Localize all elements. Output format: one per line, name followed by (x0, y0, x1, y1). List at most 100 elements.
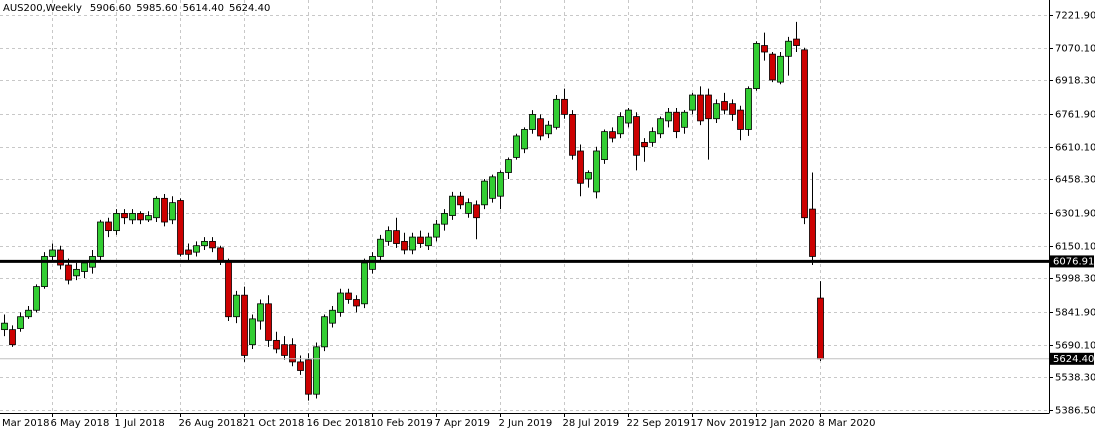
axes: 5386.50 5538.30 5690.10 5841.90 5998.30 6150.… (2, 11, 1095, 430)
candle-body (49, 249, 56, 257)
candle-body (9, 329, 16, 346)
candle-body (33, 286, 40, 311)
y-tick-label: 5386.50 (1055, 406, 1095, 417)
candle-body (233, 294, 240, 318)
candle-body (489, 176, 496, 199)
candle-body (377, 238, 384, 257)
candle-body (425, 236, 432, 247)
candle-body (25, 309, 32, 318)
candle-body (577, 150, 584, 184)
candle-body (681, 111, 688, 128)
candle-body (785, 40, 792, 57)
x-tick-label: 7 Apr 2019 (435, 418, 490, 429)
candle-body (793, 38, 800, 46)
candle-body (745, 88, 752, 130)
candle-body (273, 339, 280, 350)
y-tick-label: 6150.10 (1055, 242, 1095, 253)
candle-body (769, 53, 776, 81)
candle-body (585, 172, 592, 180)
candle-body (673, 111, 680, 133)
y-tick-label: 7070.10 (1055, 44, 1095, 55)
candle-body (129, 213, 136, 221)
candle-body (417, 236, 424, 244)
candle-body (809, 208, 816, 257)
candle-body (81, 262, 88, 272)
candle-body (153, 197, 160, 219)
candle-body (737, 109, 744, 130)
candle-body (401, 240, 408, 251)
candle-body (337, 292, 344, 313)
candle-body (713, 103, 720, 120)
candle-body (249, 318, 256, 346)
candle-body (201, 240, 208, 247)
candle-body (289, 344, 296, 363)
x-tick-label: 16 Dec 2018 (307, 418, 371, 429)
candle-body (505, 159, 512, 173)
candle-body (121, 213, 128, 219)
candle-body (521, 129, 528, 150)
x-tick-label: 12 Jan 2020 (755, 418, 815, 429)
candle-body (193, 245, 200, 253)
candle-body (161, 197, 168, 223)
candle-body (393, 230, 400, 244)
candle-body (1, 322, 8, 331)
x-tick-label: 21 Oct 2018 (243, 418, 305, 429)
candle-body (801, 49, 808, 219)
candle-body (569, 114, 576, 156)
candle-body (657, 118, 664, 135)
y-tick-label: 6458.30 (1055, 175, 1095, 186)
candle-body (497, 172, 504, 197)
candle-body (817, 297, 824, 360)
candle-body (97, 221, 104, 257)
info-value: 5624.40 (229, 3, 270, 14)
price-label: 5624.40 (1053, 354, 1094, 365)
candle-body (721, 101, 728, 111)
candle-body (617, 116, 624, 135)
candle-body (481, 180, 488, 206)
candle-body (609, 131, 616, 139)
x-tick-label: 1 Jul 2018 (115, 418, 165, 429)
y-tick-label: 5690.10 (1055, 341, 1095, 352)
candle-body (665, 111, 672, 122)
candle-body (553, 98, 560, 128)
y-tick-label: 7221.90 (1055, 11, 1095, 22)
candle-body (105, 221, 112, 232)
candle-body (73, 268, 80, 277)
candle-body (185, 249, 192, 255)
candle-body (729, 103, 736, 115)
candle-body (217, 247, 224, 262)
candle-body (649, 131, 656, 143)
candle-body (625, 109, 632, 124)
candle-body (633, 116, 640, 156)
candle-body (753, 42, 760, 89)
x-tick-label: 28 Jul 2019 (563, 418, 620, 429)
candle-body (465, 202, 472, 214)
x-tick-label: Mar 2018 (2, 418, 50, 429)
candle-body (537, 118, 544, 137)
candle-body (313, 346, 320, 395)
candle-body (297, 361, 304, 371)
candle-body (209, 240, 216, 249)
candle-body (777, 55, 784, 83)
x-tick-label: 6 May 2018 (51, 418, 110, 429)
y-tick-label: 6610.10 (1055, 143, 1095, 154)
y-tick-label: 5841.90 (1055, 308, 1095, 319)
x-tick-label: 2 Jun 2019 (499, 418, 553, 429)
candle-body (601, 131, 608, 161)
level-label-box (1050, 255, 1094, 268)
price-label-box (1050, 352, 1094, 365)
candle-body (705, 94, 712, 120)
candle-body (241, 294, 248, 356)
y-tick-label: 6301.90 (1055, 209, 1095, 220)
x-tick-label: 17 Nov 2019 (691, 418, 755, 429)
candle-body (177, 200, 184, 255)
x-tick-label: 10 Feb 2019 (371, 418, 433, 429)
y-tick-label: 6918.30 (1055, 76, 1095, 87)
y-tick-label: 6761.90 (1055, 110, 1095, 121)
candle-body (409, 236, 416, 251)
candle-body (513, 135, 520, 158)
candle-body (457, 195, 464, 206)
candle-body (137, 213, 144, 221)
